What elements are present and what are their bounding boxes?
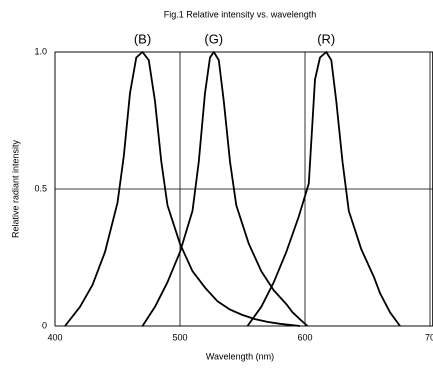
y-tick-label: 1.0 [34, 46, 47, 56]
x-tick-label: 500 [172, 332, 187, 342]
series-label: (G) [204, 31, 223, 46]
y-axis-label: Relative radiant intensity [10, 139, 20, 238]
series-label: (B) [134, 31, 151, 46]
x-tick-label: 400 [47, 332, 62, 342]
y-tick-label: 0.5 [34, 183, 47, 193]
spectrum-line [141, 51, 309, 327]
x-tick-label: 70 [425, 332, 433, 342]
chart-title: Fig.1 Relative intensity vs. wavelength [164, 9, 317, 19]
y-tick-label: 0 [42, 320, 47, 330]
spectrum-line [246, 51, 401, 327]
x-axis-label: Wavelength (nm) [206, 351, 274, 361]
spectrum-line [64, 51, 301, 327]
x-tick-label: 600 [297, 332, 312, 342]
series-label: (R) [317, 31, 335, 46]
